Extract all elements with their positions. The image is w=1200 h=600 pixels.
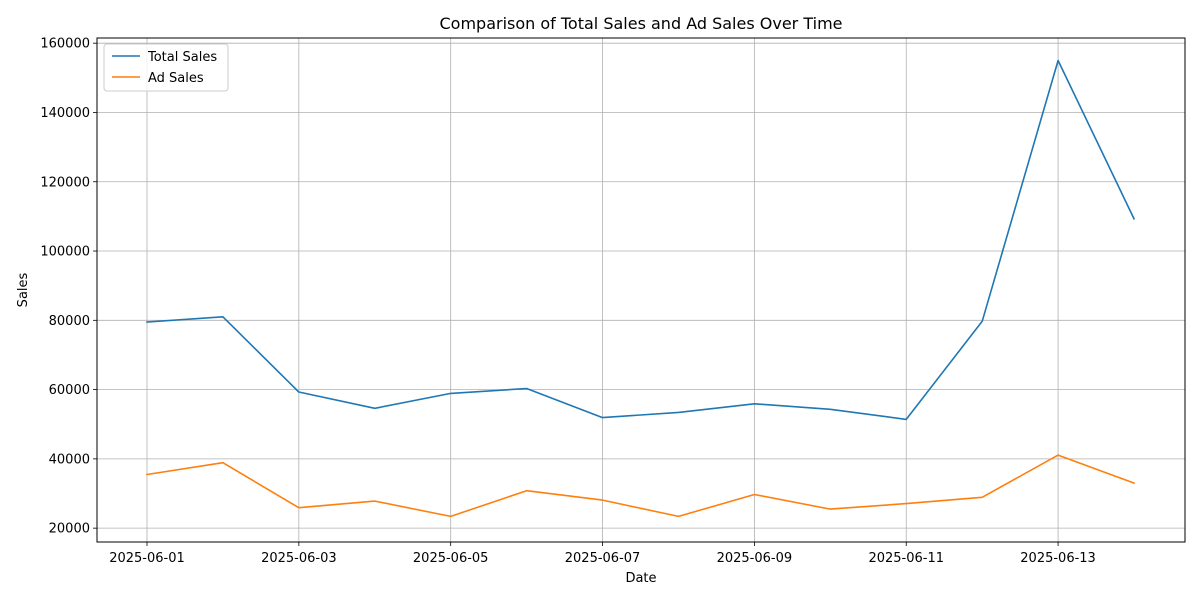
legend-label-ad-sales: Ad Sales xyxy=(148,71,204,86)
x-tick-label: 2025-06-07 xyxy=(565,551,641,566)
x-tick-label: 2025-06-05 xyxy=(413,551,489,566)
y-tick-label: 160000 xyxy=(40,37,90,52)
legend-label-total-sales: Total Sales xyxy=(147,50,217,65)
y-tick-label: 80000 xyxy=(49,314,90,329)
x-axis-label: Date xyxy=(625,571,656,586)
y-tick-label: 120000 xyxy=(40,175,90,190)
x-tick-label: 2025-06-09 xyxy=(717,551,793,566)
y-tick-label: 60000 xyxy=(49,383,90,398)
x-tick-label: 2025-06-03 xyxy=(261,551,337,566)
y-tick-label: 100000 xyxy=(40,245,90,260)
y-tick-label: 140000 xyxy=(40,106,90,121)
y-tick-label: 20000 xyxy=(49,522,90,537)
x-tick-label: 2025-06-11 xyxy=(868,551,944,566)
legend: Total Sales Ad Sales xyxy=(104,44,228,91)
x-tick-label: 2025-06-01 xyxy=(109,551,185,566)
y-tick-label: 40000 xyxy=(49,452,90,467)
chart-title: Comparison of Total Sales and Ad Sales O… xyxy=(439,14,842,33)
y-axis-label: Sales xyxy=(16,272,31,307)
x-tick-label: 2025-06-13 xyxy=(1020,551,1096,566)
